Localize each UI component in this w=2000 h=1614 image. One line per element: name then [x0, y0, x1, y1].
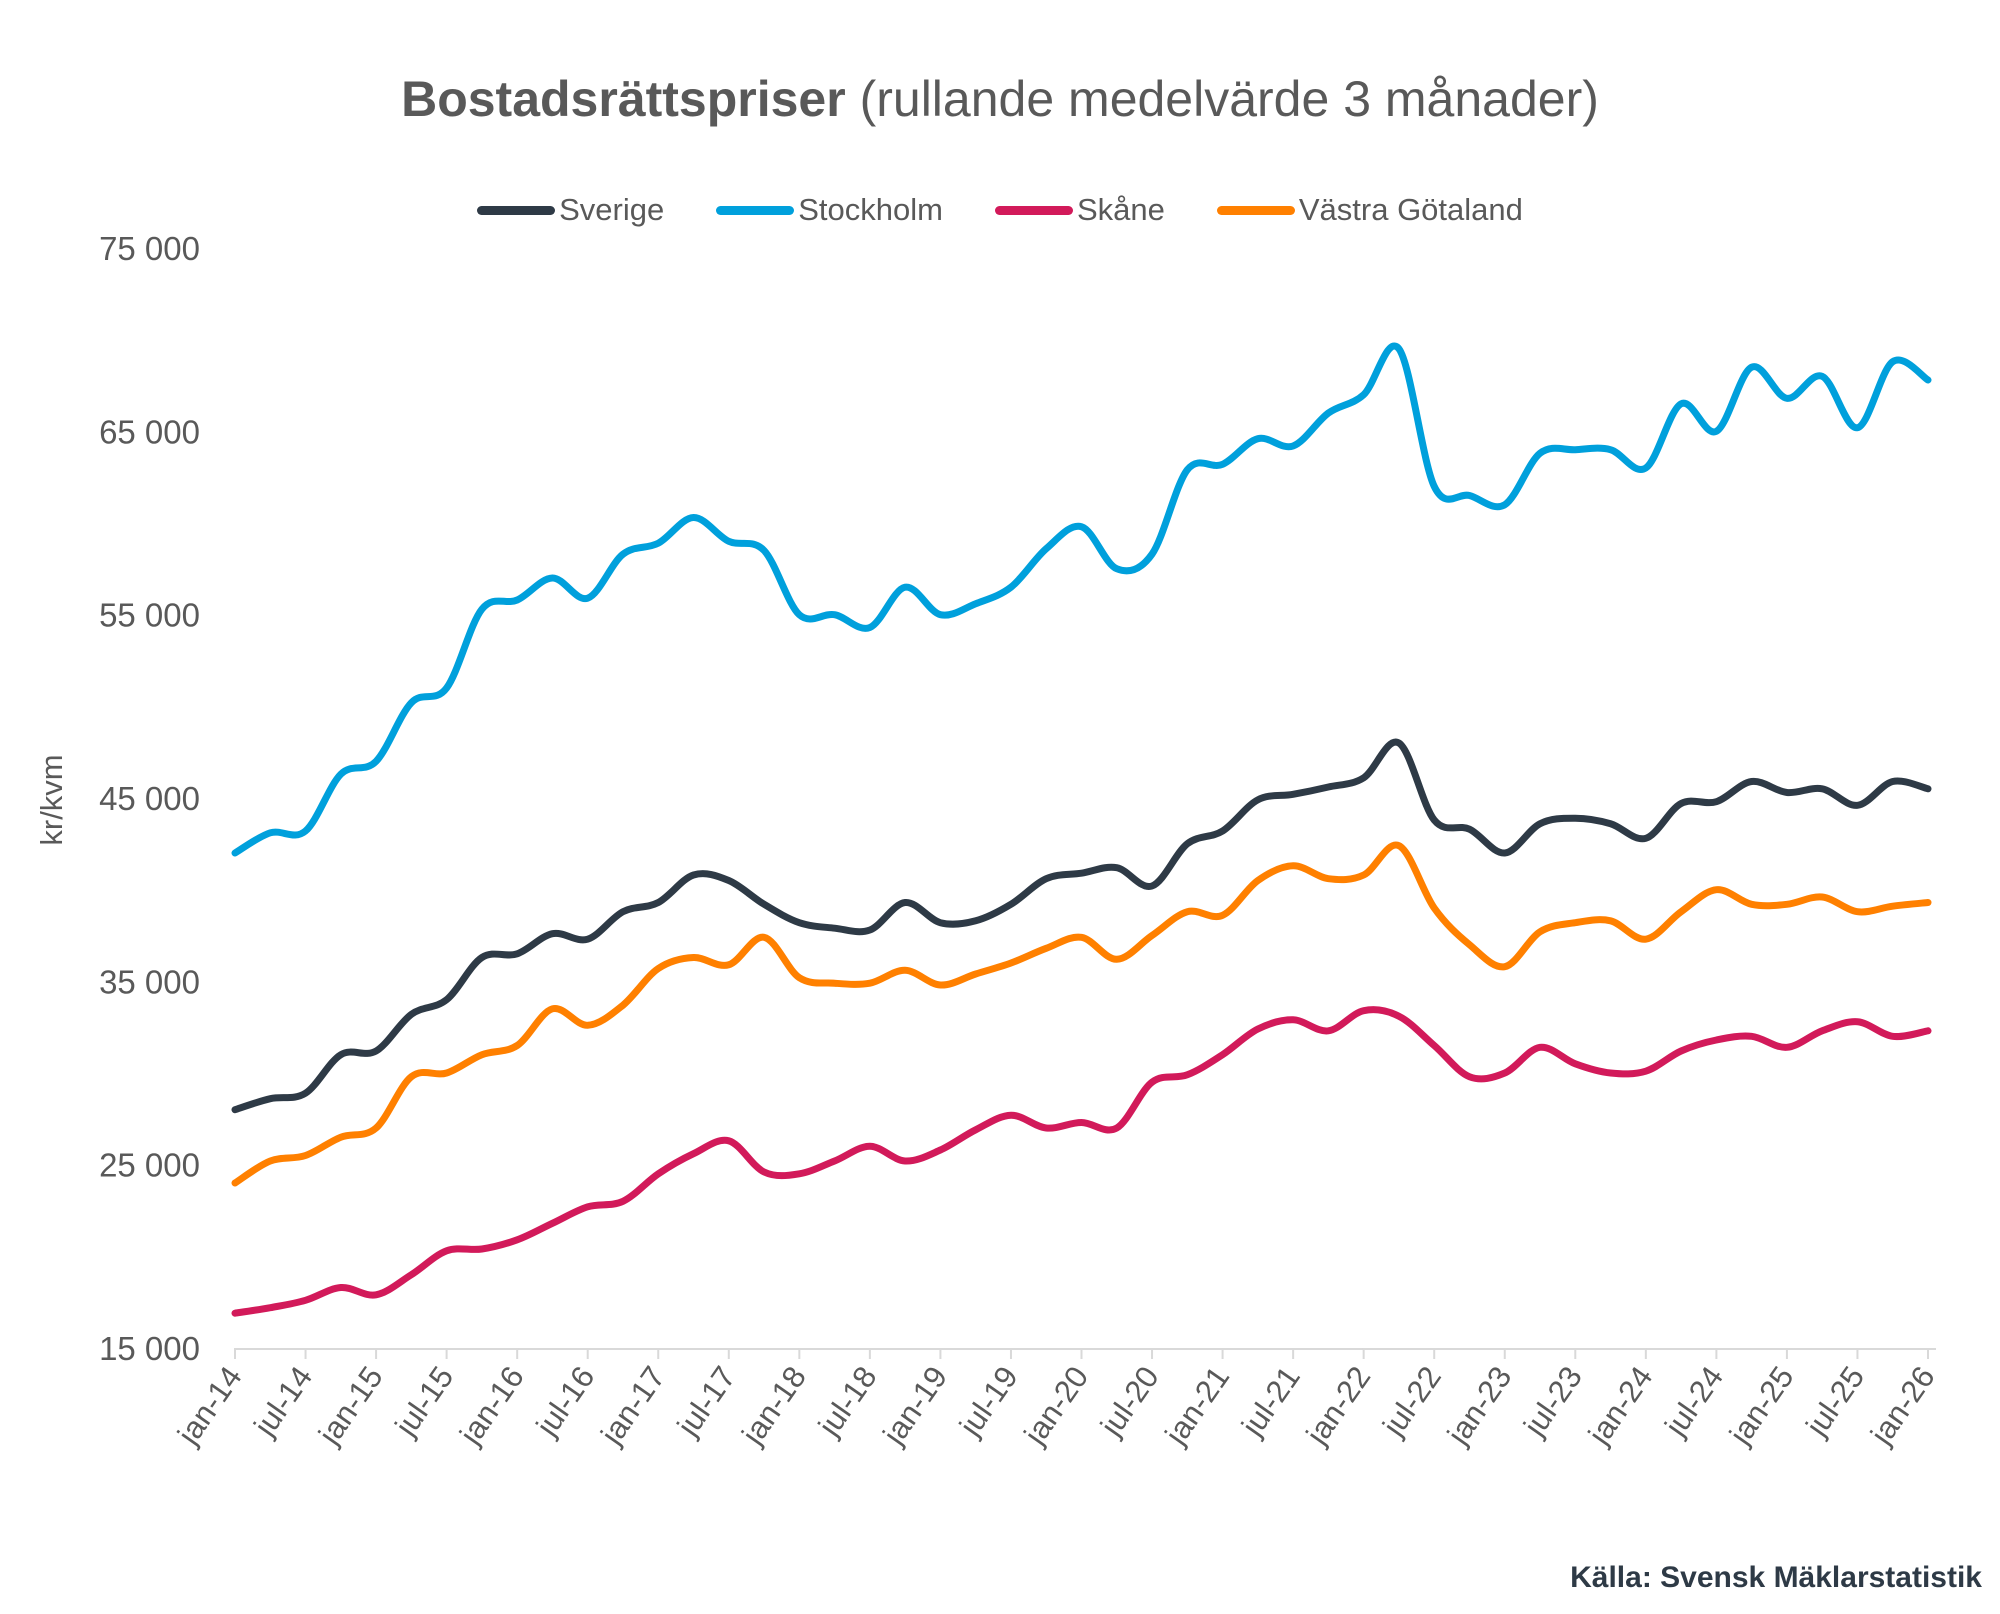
x-tick-label: jan-15 [311, 1360, 390, 1451]
x-tick-label: jul-21 [1234, 1360, 1307, 1443]
x-tick-label: jan-19 [875, 1360, 954, 1451]
legend-label: Stockholm [798, 192, 943, 227]
x-tick-label: jan-16 [452, 1360, 531, 1451]
x-tick-label: jul-20 [1093, 1360, 1166, 1443]
x-axis: jan-14jul-14jan-15jul-15jan-16jul-16jan-… [170, 1348, 1942, 1451]
x-tick-label: jan-22 [1299, 1360, 1378, 1451]
x-tick-label: jan-18 [734, 1360, 813, 1451]
x-tick-label: jan-21 [1158, 1360, 1237, 1451]
y-tick-label: 25 000 [99, 1147, 200, 1184]
series-line-skåne [231, 1006, 1932, 1317]
legend-swatch [1216, 205, 1295, 215]
y-tick-label: 45 000 [99, 780, 200, 817]
legend-swatch [477, 205, 556, 215]
series-line-stockholm [231, 342, 1932, 857]
x-tick-label: jul-19 [952, 1360, 1025, 1443]
series-line-västra-götaland [231, 841, 1932, 1187]
legend: Sverige Stockholm Skåne Västra Götaland [0, 192, 2000, 228]
y-tick-label: 75 000 [99, 230, 200, 267]
y-tick-label: 55 000 [99, 597, 200, 634]
x-tick-label: jan-17 [593, 1360, 672, 1451]
legend-item: Västra Götaland [1216, 192, 1523, 228]
chart-subtitle: (rullande medelvärde 3 månader) [845, 71, 1599, 127]
y-axis: 15 000 25 000 35 000 45 000 55 000 65 000 75 0… [34, 230, 200, 1367]
legend-label: Sverige [559, 192, 665, 227]
legend-item: Skåne [994, 192, 1165, 228]
legend-item: Sverige [477, 192, 664, 228]
legend-label: Västra Götaland [1298, 192, 1523, 227]
series-lines [231, 342, 1932, 1317]
y-axis-label: kr/kvm [34, 754, 69, 845]
x-tick-label: jan-26 [1863, 1360, 1942, 1451]
x-tick-label: jan-23 [1440, 1360, 1519, 1451]
x-tick-label: jul-22 [1375, 1360, 1448, 1443]
chart-title-bold: Bostadsrättspriser [401, 71, 846, 127]
x-tick-label: jul-24 [1657, 1360, 1730, 1443]
x-tick-label: jan-20 [1017, 1360, 1096, 1451]
x-tick-label: jan-24 [1581, 1360, 1660, 1451]
y-tick-label: 65 000 [99, 413, 200, 450]
y-tick-label: 15 000 [99, 1330, 200, 1367]
x-tick-label: jul-23 [1516, 1360, 1589, 1443]
x-tick-label: jul-16 [529, 1360, 602, 1443]
series-line-sverige [231, 738, 1932, 1114]
x-tick-label: jul-17 [670, 1360, 743, 1443]
source-note: Källa: Svensk Mäklarstatistik [1570, 1561, 1982, 1594]
y-tick-label: 35 000 [99, 963, 200, 1000]
x-tick-label: jul-18 [811, 1360, 884, 1443]
x-tick-label: jul-25 [1798, 1360, 1871, 1443]
x-tick-label: jan-14 [170, 1360, 249, 1451]
x-tick-label: jul-14 [247, 1360, 320, 1443]
legend-swatch [994, 205, 1073, 215]
legend-swatch [716, 205, 795, 215]
x-tick-label: jul-15 [388, 1360, 461, 1443]
legend-label: Skåne [1076, 192, 1165, 227]
chart-title: Bostadsrättspriser (rullande medelvärde … [0, 70, 2000, 128]
x-tick-label: jan-25 [1722, 1360, 1801, 1451]
legend-item: Stockholm [716, 192, 943, 228]
